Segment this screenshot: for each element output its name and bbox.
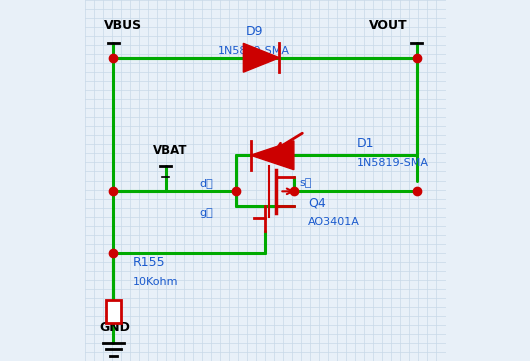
Text: 1N5819-SMA: 1N5819-SMA bbox=[218, 46, 290, 56]
Text: VBAT: VBAT bbox=[153, 144, 188, 157]
Text: d极: d极 bbox=[199, 178, 213, 188]
Text: D1: D1 bbox=[357, 137, 375, 150]
Text: R155: R155 bbox=[133, 256, 166, 269]
Text: GND: GND bbox=[99, 321, 130, 334]
Polygon shape bbox=[243, 43, 279, 72]
Text: AO3401A: AO3401A bbox=[308, 217, 360, 227]
Text: Q4: Q4 bbox=[308, 196, 326, 209]
Polygon shape bbox=[251, 141, 294, 170]
Text: VOUT: VOUT bbox=[369, 19, 408, 32]
FancyBboxPatch shape bbox=[106, 300, 121, 323]
Text: D9: D9 bbox=[245, 25, 263, 38]
Text: VBUS: VBUS bbox=[104, 19, 143, 32]
Text: 1N5819-SMA: 1N5819-SMA bbox=[357, 158, 429, 168]
Text: 10Kohm: 10Kohm bbox=[133, 277, 179, 287]
Text: s极: s极 bbox=[299, 178, 312, 188]
Text: g极: g极 bbox=[199, 208, 213, 218]
